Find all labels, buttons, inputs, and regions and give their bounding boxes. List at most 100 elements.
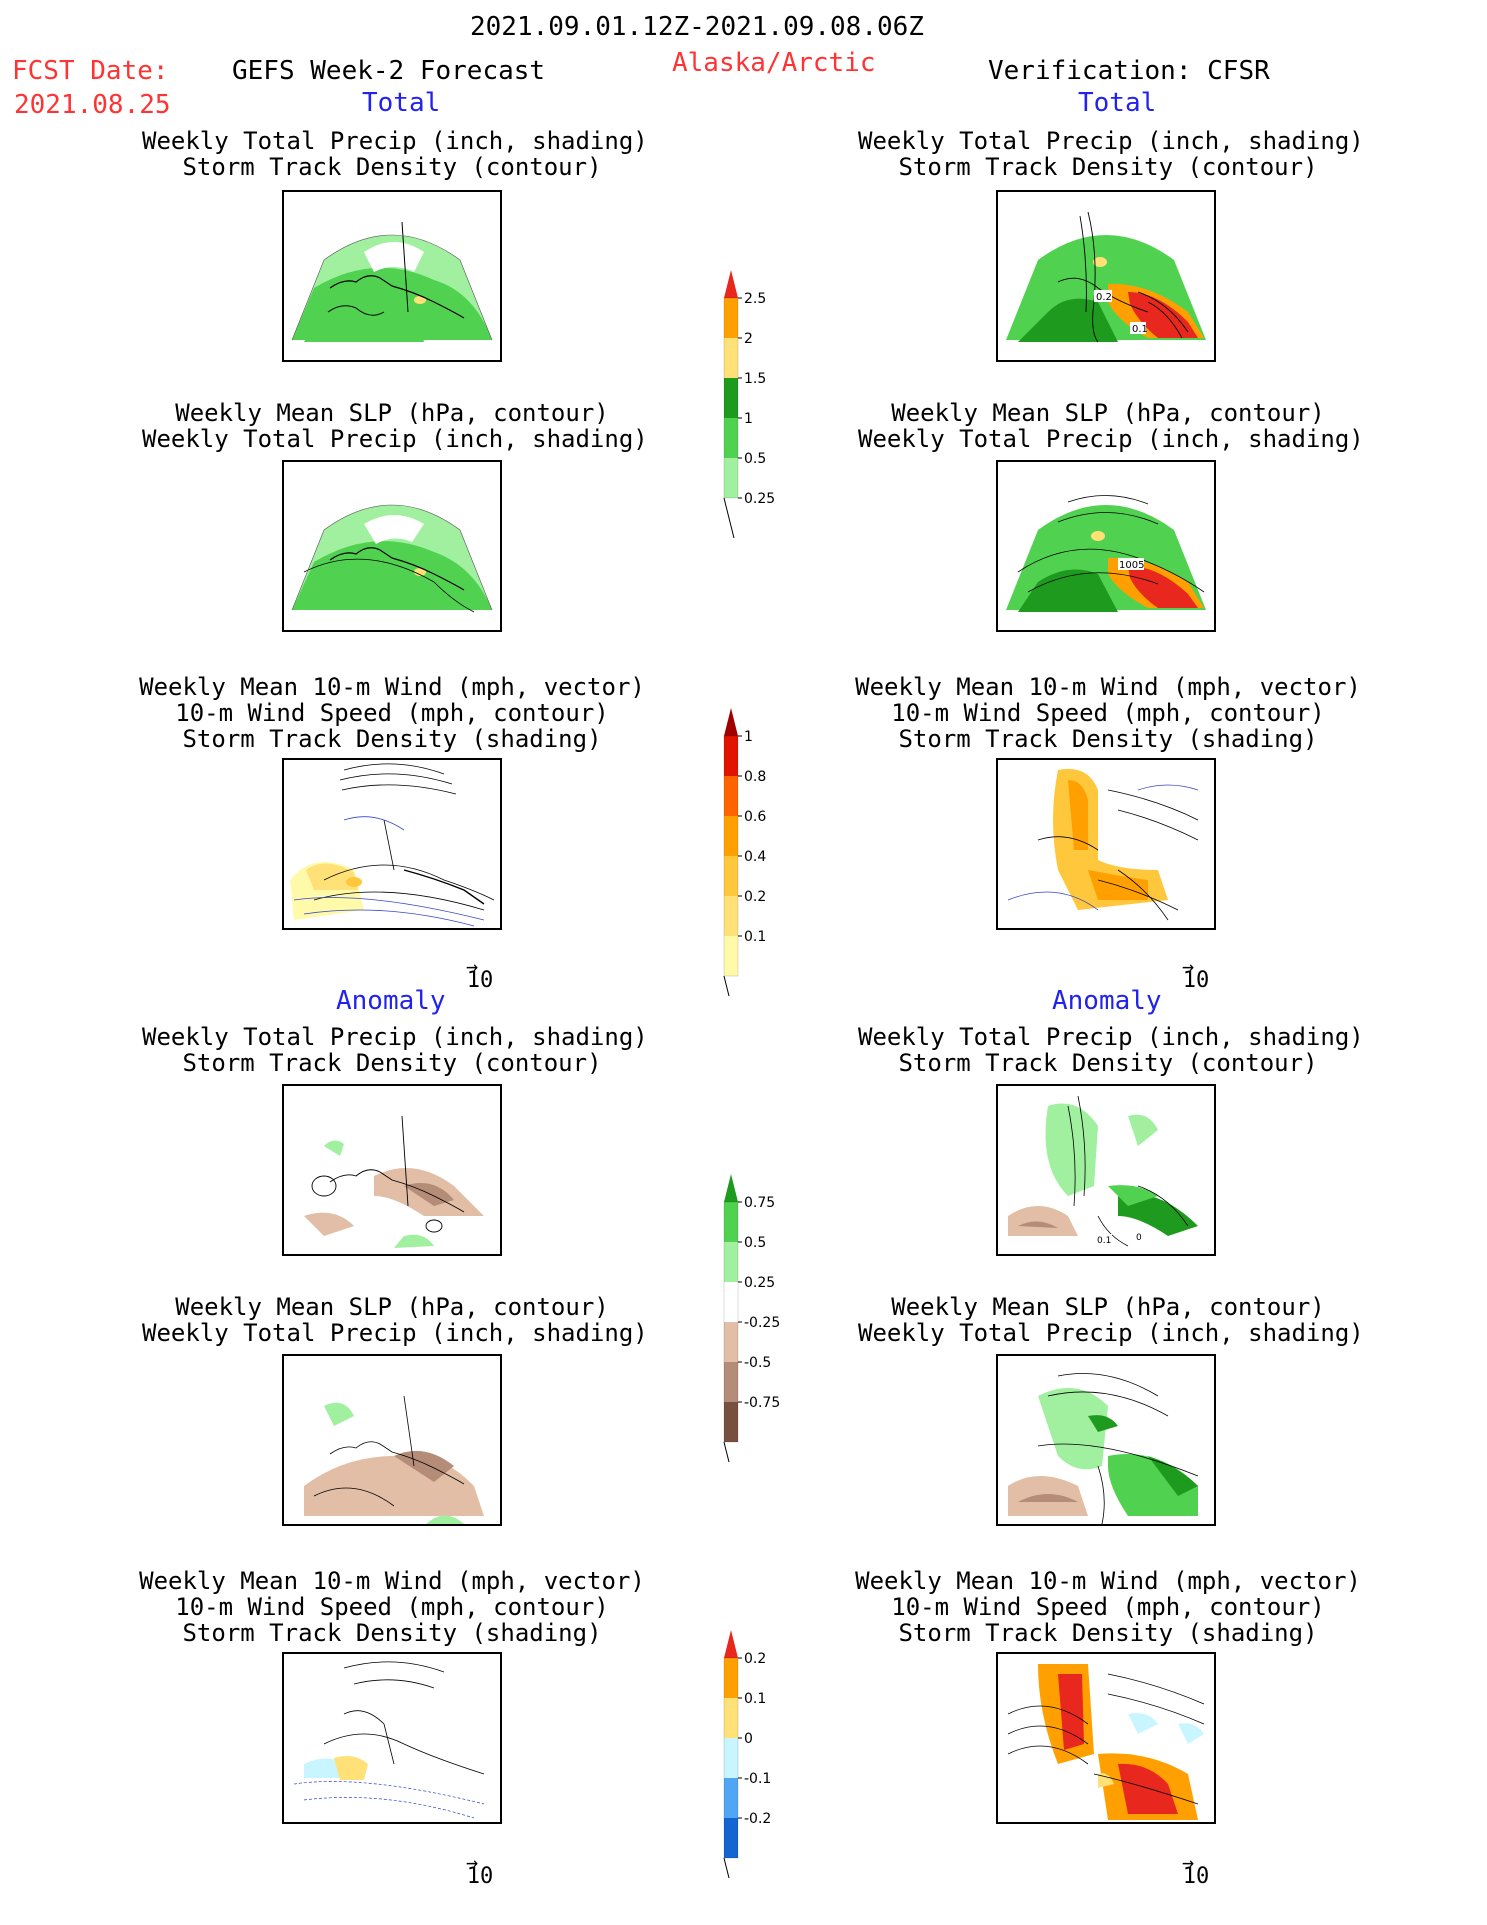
colorbar-label: -0.1	[744, 1771, 771, 1787]
colorbar-swatch	[724, 458, 738, 498]
colorbar-label: 1	[744, 729, 753, 745]
colorbar-swatch	[724, 1402, 738, 1442]
vector-ref-l1: 10	[466, 968, 494, 993]
colorbar-tail	[723, 1857, 730, 1878]
map-label-r4a: 0.1	[1097, 1236, 1111, 1246]
colorbar-swatch	[724, 1242, 738, 1282]
colorbar-swatch	[724, 1658, 738, 1698]
colorbar-swatch	[724, 378, 738, 418]
map-verif-total-precip-storm: 0.2 0.1	[996, 190, 1216, 362]
map-verif-total-wind-storm	[996, 758, 1216, 930]
colorbar-swatch	[724, 856, 738, 896]
panel-title-r2: Weekly Mean SLP (hPa, contour) Weekly Tot…	[858, 399, 1364, 453]
colorbar-storm-total: 1 0.8 0.6 0.4 0.2 0.1	[723, 708, 766, 996]
panel-title-r6: Weekly Mean 10-m Wind (mph, vector) 10-m …	[855, 1567, 1361, 1647]
colorbar-swatch	[724, 418, 738, 458]
colorbar-label: 2.5	[744, 291, 766, 307]
map-verif-anom-precip-storm: 0.1 0	[996, 1084, 1216, 1256]
colorbar-swatch	[724, 1282, 738, 1322]
colorbar-outline	[723, 735, 739, 977]
colorbar-swatch	[724, 1818, 738, 1858]
colorbar-tail	[723, 975, 730, 996]
section-anomaly-right: Anomaly	[1052, 986, 1162, 1016]
colorbar-label: -0.25	[744, 1315, 780, 1331]
vector-arrow-icon: →	[466, 1850, 479, 1874]
panel-title-r5: Weekly Mean SLP (hPa, contour) Weekly Tot…	[858, 1293, 1364, 1347]
colorbar-label: 0.25	[744, 491, 775, 507]
colorbar-precip-total: 2.5 2 1.5 1 0.5 0.25	[723, 270, 775, 539]
map-label-r1b: 0.1	[1132, 324, 1148, 335]
colorbar-outline	[723, 1201, 739, 1443]
region-title: Alaska/Arctic	[672, 48, 876, 78]
colorbar-label: 0.6	[744, 809, 766, 825]
colorbar-label: -0.5	[744, 1355, 771, 1371]
colorbar-storm-anom: 0.2 0.1 0 -0.1 -0.2	[723, 1630, 771, 1878]
panel-title-l2: Weekly Mean SLP (hPa, contour) Weekly Tot…	[142, 399, 648, 453]
colorbar-label: 0.8	[744, 769, 766, 785]
panel-title-l1: Weekly Total Precip (inch, shading) Storm…	[142, 127, 648, 181]
colorbar-swatch	[724, 896, 738, 936]
panel-title-r4: Weekly Total Precip (inch, shading) Storm…	[858, 1023, 1364, 1077]
panel-title-r1: Weekly Total Precip (inch, shading) Storm…	[858, 127, 1364, 181]
colorbar-swatch	[724, 1202, 738, 1242]
vector-ref-l2: 10	[466, 1864, 494, 1889]
panel-title-l6: Weekly Mean 10-m Wind (mph, vector) 10-m …	[139, 1567, 645, 1647]
colorbar-label: 0	[744, 1731, 753, 1747]
fcst-date-value: 2021.08.25	[14, 90, 171, 120]
colorbar-label: 0.5	[744, 451, 766, 467]
colorbar-outline	[723, 297, 739, 499]
colorbar-label: -0.75	[744, 1395, 780, 1411]
section-anomaly-left: Anomaly	[336, 986, 446, 1016]
vector-ref-r2: 10	[1182, 1864, 1210, 1889]
map-fcst-anom-precip-storm	[282, 1084, 502, 1256]
colorbar-swatch	[724, 736, 738, 776]
map-fcst-total-precip-storm	[282, 190, 502, 362]
panel-title-l3: Weekly Mean 10-m Wind (mph, vector) 10-m …	[139, 673, 645, 753]
colorbar-label: 1	[744, 411, 753, 427]
colorbar-swatch	[724, 1362, 738, 1402]
vector-arrow-icon: →	[1182, 1850, 1195, 1874]
panel-title-l5: Weekly Mean SLP (hPa, contour) Weekly Tot…	[142, 1293, 648, 1347]
map-fcst-total-wind-storm	[282, 758, 502, 930]
map-label-r2: 1005	[1119, 560, 1144, 571]
colorbar-label: 2	[744, 331, 753, 347]
colorbar-label: 0.1	[744, 1691, 766, 1707]
colorbar-swatch	[724, 1778, 738, 1818]
colorbar-outline	[723, 1657, 739, 1859]
fcst-date-label: FCST Date:	[12, 56, 169, 86]
colorbar-label: 0.1	[744, 929, 766, 945]
colorbar-label: 0.2	[744, 889, 766, 905]
colorbar-swatch	[724, 816, 738, 856]
colorbar-label: 0.5	[744, 1235, 766, 1251]
colorbar-swatch	[724, 270, 738, 298]
colorbar-label: 0.2	[744, 1651, 766, 1667]
model-title: GEFS Week-2 Forecast	[232, 56, 546, 86]
map-fcst-total-slp-precip	[282, 460, 502, 632]
map-verif-anom-slp-precip	[996, 1354, 1216, 1526]
vector-ref-r1: 10	[1182, 968, 1210, 993]
colorbar-swatch	[724, 776, 738, 816]
vector-arrow-icon: →	[1182, 954, 1195, 978]
panel-title-r3: Weekly Mean 10-m Wind (mph, vector) 10-m …	[855, 673, 1361, 753]
colorbar-label: 0.75	[744, 1195, 775, 1211]
colorbar-swatch	[724, 1174, 738, 1202]
colorbar-swatch	[724, 708, 738, 736]
map-fcst-anom-wind-storm	[282, 1652, 502, 1824]
map-verif-anom-wind-storm	[996, 1652, 1216, 1824]
colorbar-tail	[723, 1441, 730, 1462]
section-total-left: Total	[362, 88, 441, 118]
colorbar-swatch	[724, 936, 738, 976]
colorbar-tail	[723, 497, 735, 539]
colorbar-swatch	[724, 1322, 738, 1362]
colorbar-label: 0.25	[744, 1275, 775, 1291]
vector-arrow-icon: →	[466, 954, 479, 978]
colorbar-label: -0.2	[744, 1811, 771, 1827]
colorbar-swatch	[724, 338, 738, 378]
map-label-r1a: 0.2	[1096, 292, 1112, 303]
colorbar-swatch	[724, 1738, 738, 1778]
colorbar-swatch	[724, 298, 738, 338]
period-title: 2021.09.01.12Z-2021.09.08.06Z	[470, 12, 924, 42]
colorbar-swatch	[724, 1630, 738, 1658]
map-label-r4b: 0	[1136, 1233, 1142, 1243]
map-fcst-anom-slp-precip	[282, 1354, 502, 1526]
